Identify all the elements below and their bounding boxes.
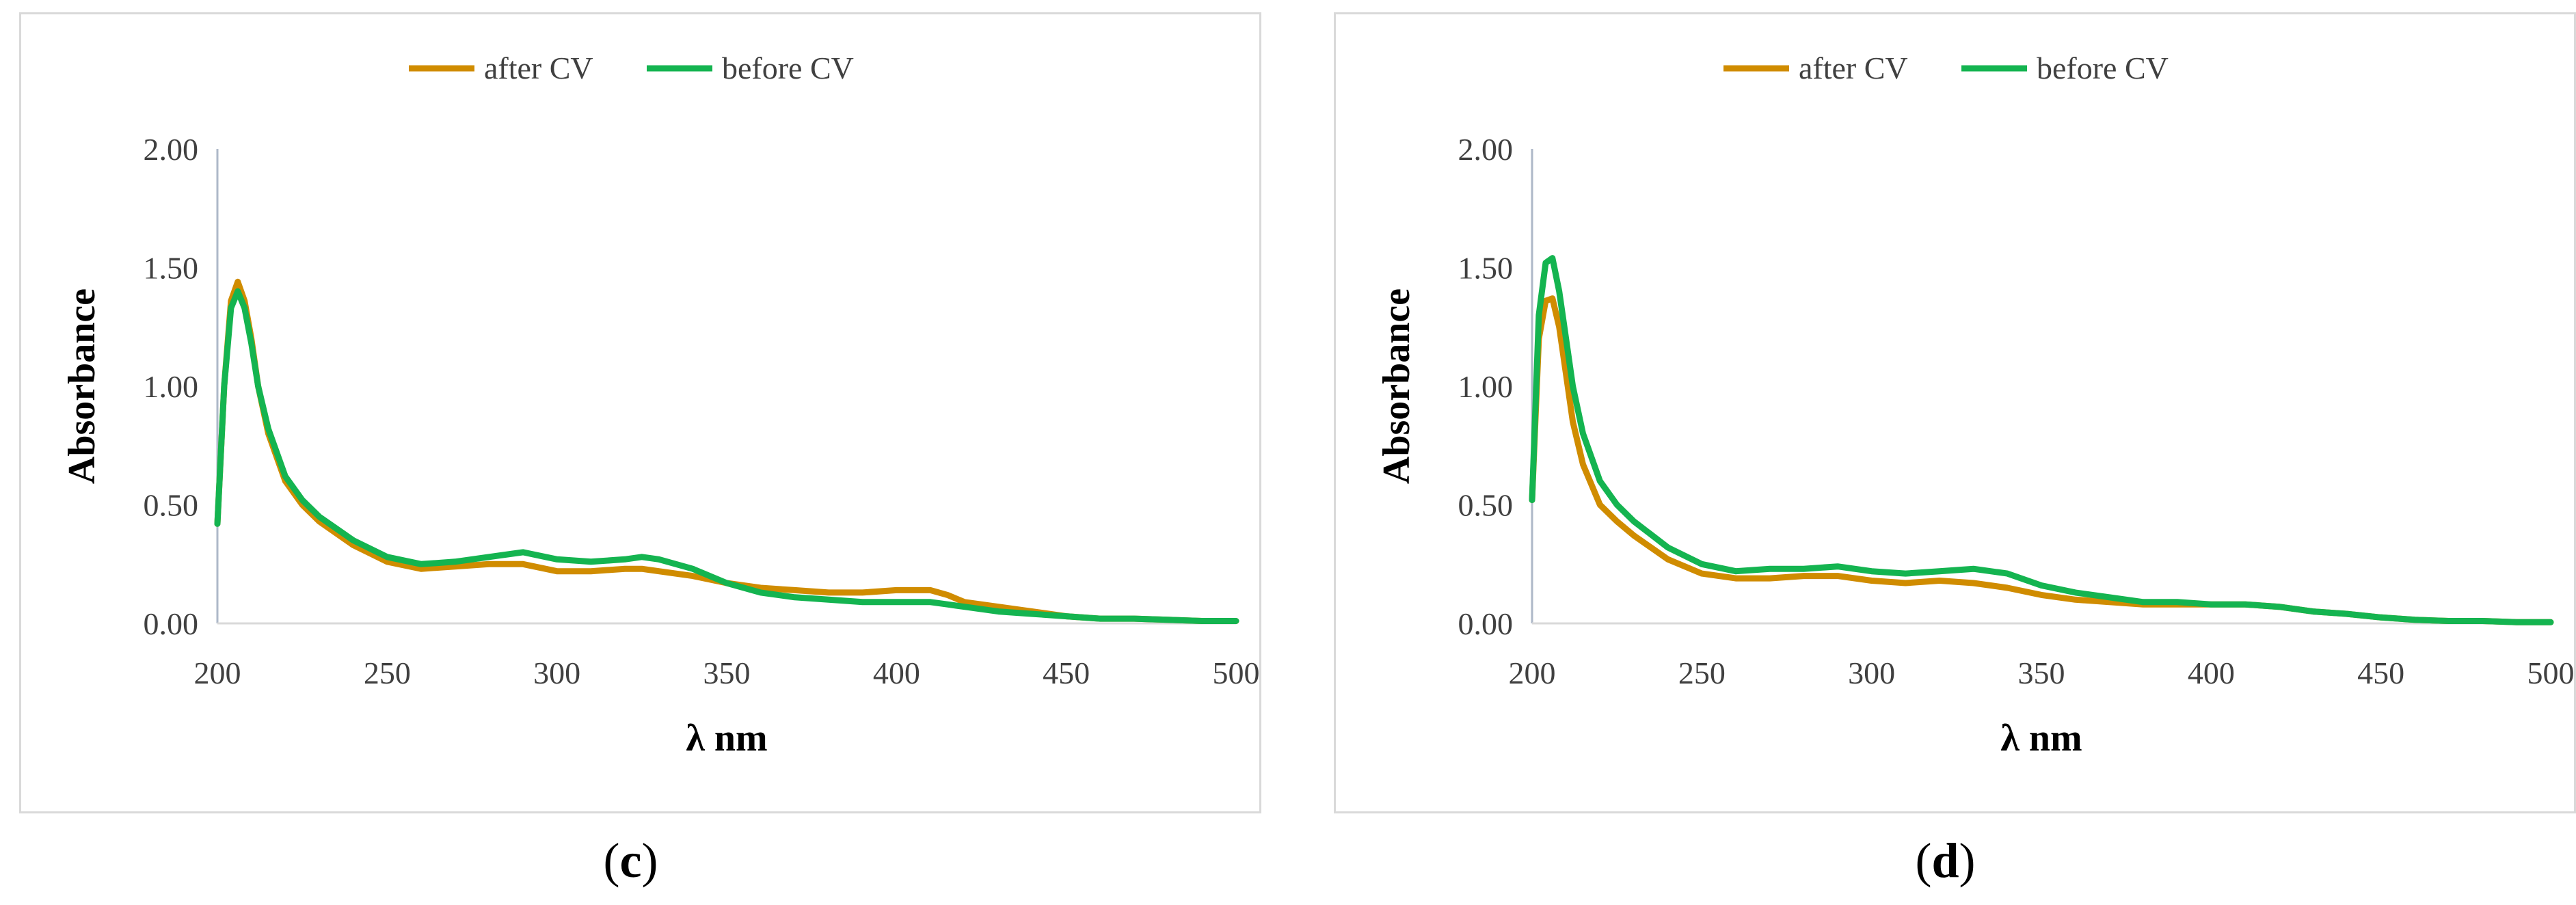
x-tick-label: 250 xyxy=(364,656,411,690)
x-tick-label: 400 xyxy=(873,656,920,690)
chart-panel-d: 0.00 0.50 1.00 1.50 2.00 200 250 300 350 400 450 50… xyxy=(1315,0,2576,905)
y-tick-label: 1.00 xyxy=(1458,369,1514,404)
panel-caption: (d) xyxy=(1915,833,1976,888)
x-tick-label: 200 xyxy=(194,656,241,690)
legend-label: before CV xyxy=(2037,51,2169,85)
series-line-after-cv xyxy=(214,278,1239,624)
x-tick-label: 300 xyxy=(1848,656,1895,690)
x-tick-label: 450 xyxy=(2357,656,2404,690)
x-tick-label: 200 xyxy=(1509,656,1556,690)
legend-label: before CV xyxy=(722,51,854,85)
x-tick-label: 500 xyxy=(1213,656,1260,690)
x-tick-label: 350 xyxy=(2018,656,2065,690)
series-line-after-cv xyxy=(1529,295,2554,625)
y-tick-label: 1.50 xyxy=(144,251,199,286)
y-tick-label: 0.50 xyxy=(1458,488,1514,523)
y-tick-label: 0.00 xyxy=(1458,606,1514,641)
x-tick-label: 300 xyxy=(533,656,580,690)
panel-caption: (c) xyxy=(603,833,658,888)
series-line-before-cv xyxy=(1529,255,2554,625)
chart-panel-c: 0.00 0.50 1.00 1.50 2.00 200 250 300 350 400 450 50… xyxy=(0,0,1261,905)
x-tick-label: 350 xyxy=(703,656,751,690)
series-line-before-cv xyxy=(214,288,1239,624)
y-tick-label: 1.50 xyxy=(1458,251,1514,286)
y-tick-label: 0.50 xyxy=(144,488,199,523)
y-axis-title: Absorbance xyxy=(1376,288,1418,484)
x-tick-label: 250 xyxy=(1678,656,1726,690)
y-tick-label: 0.00 xyxy=(144,606,199,641)
legend-label: after CV xyxy=(1799,51,1908,85)
chart-frame xyxy=(19,12,1261,813)
legend-label: after CV xyxy=(484,51,593,85)
x-tick-label: 400 xyxy=(2188,656,2235,690)
chart-frame xyxy=(1334,12,2576,813)
y-tick-label: 2.00 xyxy=(1458,132,1514,167)
x-tick-label: 500 xyxy=(2527,656,2575,690)
absorbance-chart-d: 0.00 0.50 1.00 1.50 2.00 200 250 300 350 400 450 50… xyxy=(1376,51,2575,759)
x-tick-label: 450 xyxy=(1043,656,1090,690)
y-tick-label: 1.00 xyxy=(144,369,199,404)
absorbance-chart-c: 0.00 0.50 1.00 1.50 2.00 200 250 300 350 400 450 50… xyxy=(61,51,1260,759)
y-tick-label: 2.00 xyxy=(144,132,199,167)
x-axis-title: λ nm xyxy=(686,717,767,759)
x-axis-title: λ nm xyxy=(2000,717,2082,759)
y-axis-title: Absorbance xyxy=(61,288,103,484)
